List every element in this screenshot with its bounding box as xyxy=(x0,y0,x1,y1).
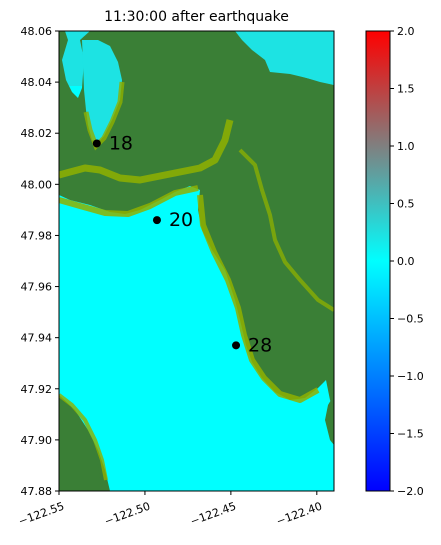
shoreline-bay xyxy=(59,185,320,403)
right-water xyxy=(290,31,334,85)
y-tick-label: 48.00 xyxy=(21,178,53,191)
colorbar-tick-label: −1.0 xyxy=(397,370,424,383)
map-frame xyxy=(58,30,335,492)
gauge-layer: 18 20 28 xyxy=(92,132,272,356)
plot-title: 11:30:00 after earthquake xyxy=(104,9,289,25)
gauge-marker xyxy=(152,216,161,225)
colorbar-tick-label: −0.5 xyxy=(397,313,424,326)
y-axis: 47.88 47.90 47.92 47.94 47.96 47.98 48.00 48.02… xyxy=(21,25,59,498)
gauge-label: 28 xyxy=(248,334,272,356)
colorbar-tick-label: 2.0 xyxy=(397,25,415,38)
y-tick-label: 47.92 xyxy=(21,383,53,396)
land-southwest xyxy=(59,402,102,491)
y-tick-label: 48.04 xyxy=(21,76,53,89)
y-tick-label: 48.06 xyxy=(21,25,53,38)
colorbar xyxy=(365,30,391,492)
shoreline-north xyxy=(59,119,234,184)
y-tick-label: 47.94 xyxy=(21,332,53,345)
colorbar-tick-label: 1.5 xyxy=(397,83,415,96)
colorbar-tick-label: 0.5 xyxy=(397,198,415,211)
colorbar-tick-label: 0.0 xyxy=(397,255,415,268)
y-tick-label: 47.88 xyxy=(21,485,53,498)
colorbar-tick-label: −2.0 xyxy=(397,485,424,498)
y-tick-label: 47.90 xyxy=(21,434,53,447)
y-tick-label: 47.96 xyxy=(21,281,53,294)
shoreline-east xyxy=(238,148,334,312)
map-panel xyxy=(59,31,334,491)
x-tick-label: −122.45 xyxy=(189,500,238,529)
x-axis: −122.55 −122.50 −122.45 −122.40 xyxy=(17,491,324,528)
gauge-label: 20 xyxy=(169,209,193,231)
y-tick-label: 48.02 xyxy=(21,127,53,140)
land-southeast xyxy=(325,395,334,445)
colorbar-tick-label: −1.5 xyxy=(397,428,424,441)
x-tick-label: −122.40 xyxy=(275,500,324,529)
y-tick-label: 47.98 xyxy=(21,229,53,242)
x-tick-label: −122.50 xyxy=(103,500,152,529)
gauge-marker xyxy=(232,341,241,350)
bay-water xyxy=(59,186,334,491)
x-tick-label: −122.55 xyxy=(17,500,66,529)
gauge-marker xyxy=(92,139,101,148)
shoreline-inlet xyxy=(83,81,125,151)
shoreline-west xyxy=(59,393,108,481)
colorbar-axis: 2.0 1.5 1.0 0.5 0.0 −0.5 −1.0 −1.5 −2.0 xyxy=(390,25,424,498)
colorbar-tick-label: 1.0 xyxy=(397,140,415,153)
gauge-label: 18 xyxy=(109,132,133,154)
